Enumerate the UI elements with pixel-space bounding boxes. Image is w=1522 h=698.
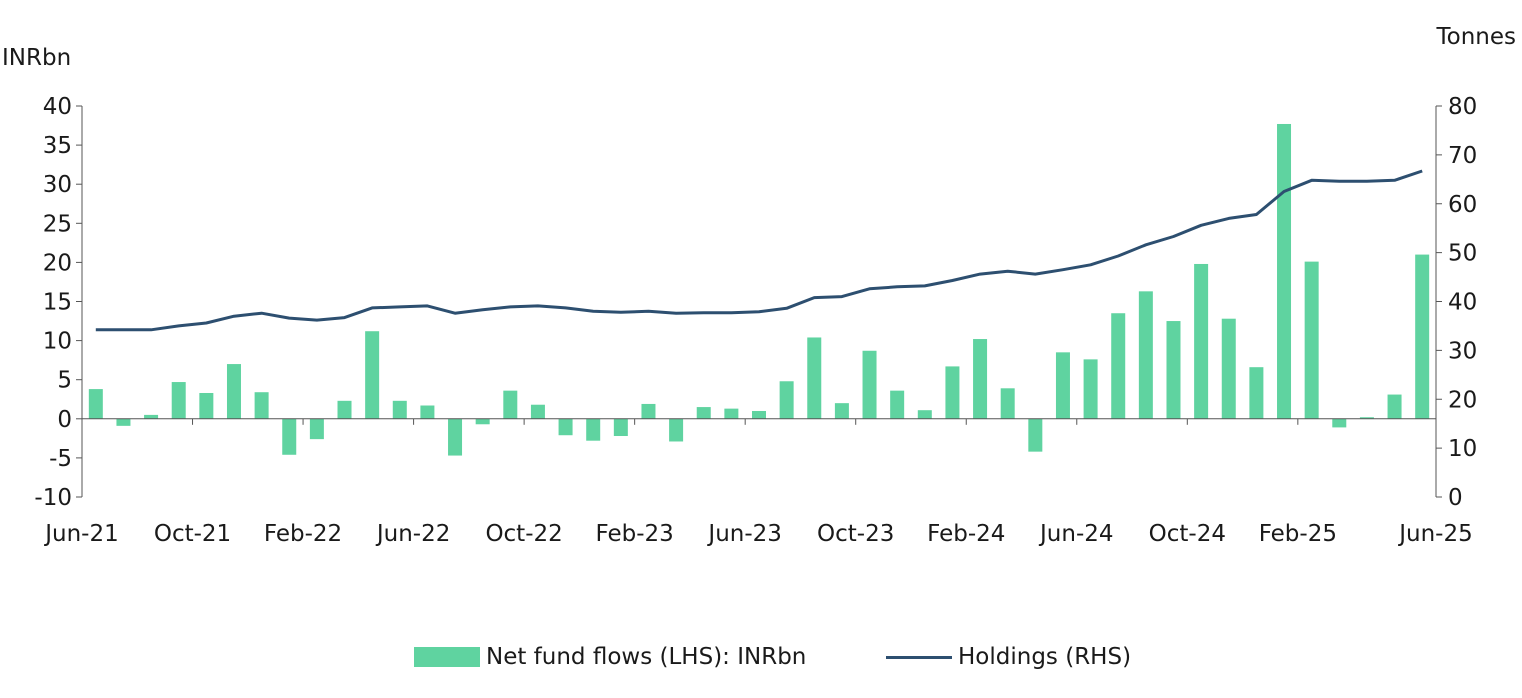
bar-Oct-21	[199, 392, 214, 419]
legend-label-bars: Net fund flows (LHS): INRbn	[486, 644, 807, 670]
left-axis-unit: INRbn	[2, 45, 71, 71]
left-tick-label: 5	[57, 368, 72, 394]
bar-Dec-22	[586, 418, 601, 441]
legend-swatch-bars	[414, 647, 480, 667]
legend-item-line: Holdings (RHS)	[886, 644, 1131, 670]
bar-Aug-24	[1138, 291, 1153, 419]
bar-Jun-24	[1083, 359, 1098, 419]
bar-Mar-24	[1000, 388, 1015, 419]
bar-Aug-21	[144, 414, 159, 419]
bar-Jan-22	[282, 418, 297, 455]
bar-Sep-24	[1166, 321, 1181, 419]
legend: Net fund flows (LHS): INRbn Holdings (RH…	[0, 636, 1522, 680]
left-tick-label: 20	[43, 250, 72, 276]
left-tick-label: 35	[43, 133, 72, 159]
x-tick-label: Jun-24	[1038, 521, 1114, 547]
legend-swatch-line	[886, 655, 952, 659]
bar-Feb-23	[641, 403, 656, 419]
right-tick-label: 10	[1448, 436, 1477, 462]
x-tick-label: Feb-22	[264, 521, 342, 547]
left-tick-label: 25	[43, 211, 72, 237]
right-tick-label: 40	[1448, 290, 1477, 316]
bar-Jul-21	[116, 418, 131, 426]
x-tick-label: Feb-23	[596, 521, 674, 547]
left-tick-label: 15	[43, 290, 72, 316]
bar-Jan-25	[1277, 123, 1292, 419]
right-tick-label: 70	[1448, 143, 1477, 169]
right-tick-label: 60	[1448, 192, 1477, 218]
bar-Oct-24	[1194, 263, 1209, 419]
bars-group	[88, 123, 1430, 456]
bar-Sep-22	[503, 390, 518, 419]
x-tick-label: Oct-21	[154, 521, 231, 547]
x-tick-label: Oct-24	[1149, 521, 1226, 547]
bar-Sep-23	[834, 403, 849, 419]
bar-Jul-23	[779, 381, 794, 419]
bar-May-22	[392, 400, 407, 419]
bar-Jan-23	[613, 418, 628, 437]
left-tick-label: 10	[43, 329, 72, 355]
right-tick-label: 80	[1448, 94, 1477, 120]
bar-Dec-24	[1249, 367, 1264, 419]
x-tick-label: Feb-25	[1259, 521, 1337, 547]
left-tick-label: 40	[43, 94, 72, 120]
bar-Jun-23	[752, 410, 766, 419]
bar-May-23	[724, 408, 739, 419]
right-tick-label: 0	[1448, 485, 1463, 511]
chart-svg: -10 -5 0 5 10 15 20 25 30 35 40 0 10 20 30 40 50 60 70 80 Ju…	[2, 24, 1516, 547]
bar-Apr-25	[1359, 417, 1374, 419]
bar-Aug-23	[807, 337, 822, 419]
bar-Jun-22	[420, 405, 435, 419]
legend-label-line: Holdings (RHS)	[958, 644, 1132, 670]
right-tick-label: 20	[1448, 387, 1477, 413]
bar-Apr-24	[1028, 418, 1043, 452]
axes-group	[76, 105, 1442, 498]
labels-group: -10 -5 0 5 10 15 20 25 30 35 40 0 10 20 30 40 50 60 70 80 Ju…	[2, 24, 1516, 547]
bar-Nov-21	[226, 364, 241, 419]
x-tick-label: Jun-22	[375, 521, 451, 547]
x-tick-label: Oct-23	[817, 521, 894, 547]
bar-Feb-24	[973, 339, 988, 419]
line-group	[95, 169, 1423, 332]
x-tick-label: Feb-24	[927, 521, 1005, 547]
bar-Jul-22	[448, 418, 463, 456]
right-tick-label: 50	[1448, 241, 1477, 267]
bar-Jun-25	[1415, 254, 1430, 419]
bar-Feb-25	[1304, 261, 1319, 419]
x-tick-label: Oct-22	[485, 521, 562, 547]
x-tick-label: Jun-23	[706, 521, 782, 547]
bar-Nov-24	[1221, 318, 1236, 419]
bar-Jan-24	[945, 366, 960, 419]
bar-Apr-23	[696, 407, 711, 419]
x-tick-label: Jun-25	[1397, 521, 1473, 547]
x-tick-label: Jun-21	[43, 521, 119, 547]
left-tick-label: -10	[34, 485, 72, 511]
bar-Oct-22	[530, 404, 545, 419]
bar-May-24	[1055, 352, 1070, 419]
bar-Mar-25	[1332, 418, 1347, 428]
bar-Dec-23	[917, 410, 932, 419]
bar-Nov-22	[558, 418, 573, 436]
bar-Mar-22	[337, 400, 352, 419]
left-tick-label: 30	[43, 172, 72, 198]
bar-Feb-22	[309, 418, 324, 440]
right-axis-unit: Tonnes	[1435, 24, 1516, 50]
right-tick-label: 30	[1448, 338, 1477, 364]
bar-Jun-21	[88, 389, 103, 419]
holdings-line	[95, 169, 1423, 332]
legend-item-bars: Net fund flows (LHS): INRbn	[414, 644, 806, 670]
bar-Jul-24	[1111, 313, 1126, 419]
bar-Nov-23	[890, 390, 905, 419]
bar-Mar-23	[669, 418, 684, 442]
bar-May-25	[1387, 394, 1402, 419]
left-tick-label: -5	[49, 446, 72, 472]
bar-Sep-21	[171, 382, 186, 419]
bar-Dec-21	[254, 392, 269, 419]
bar-Apr-22	[365, 331, 380, 419]
bar-Oct-23	[862, 350, 877, 419]
left-tick-label: 0	[57, 407, 72, 433]
bar-Aug-22	[475, 418, 490, 425]
